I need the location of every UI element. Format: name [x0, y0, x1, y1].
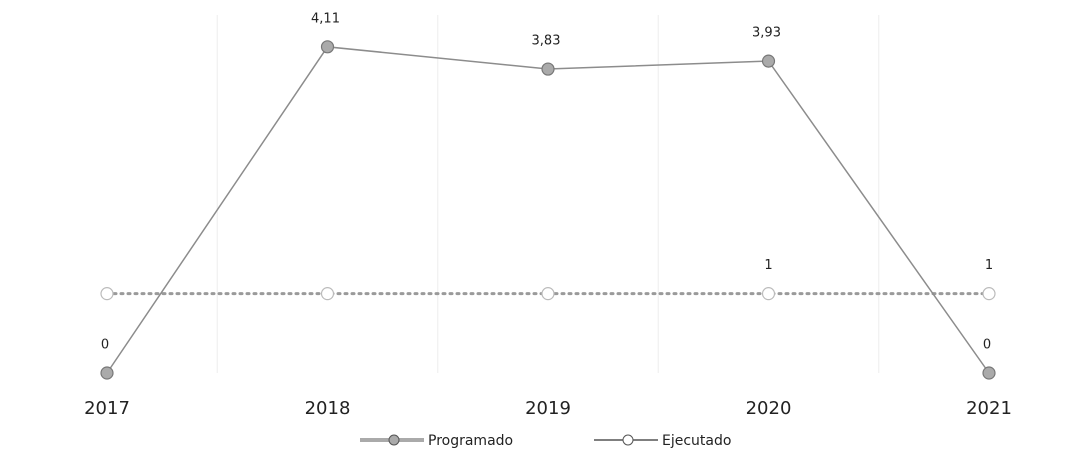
point	[320, 40, 335, 54]
point	[761, 54, 776, 68]
series-line	[106, 46, 990, 374]
point	[100, 287, 114, 301]
data-label: 3,83	[532, 34, 561, 49]
point	[100, 366, 114, 380]
x-tick-label: 2017	[84, 398, 130, 419]
data-label: 1	[764, 258, 772, 273]
legend-marker	[622, 434, 634, 446]
point	[541, 62, 555, 76]
x-tick-label: 2021	[966, 398, 1012, 419]
legend-marker	[388, 434, 400, 446]
x-tick-label: 2018	[305, 398, 351, 419]
x-tick-label: 2020	[746, 398, 792, 419]
data-label: 0	[101, 338, 109, 353]
point	[320, 287, 335, 301]
data-label: 0	[983, 338, 991, 353]
data-label: 1	[985, 258, 993, 273]
point	[761, 287, 776, 301]
point	[541, 287, 555, 301]
legend-label: Ejecutado	[662, 433, 731, 449]
data-label: 4,11	[311, 11, 340, 26]
legend-label: Programado	[428, 433, 513, 449]
data-label: 3,93	[752, 26, 781, 41]
point	[982, 287, 996, 301]
x-tick-label: 2019	[525, 398, 571, 419]
point	[982, 366, 996, 380]
